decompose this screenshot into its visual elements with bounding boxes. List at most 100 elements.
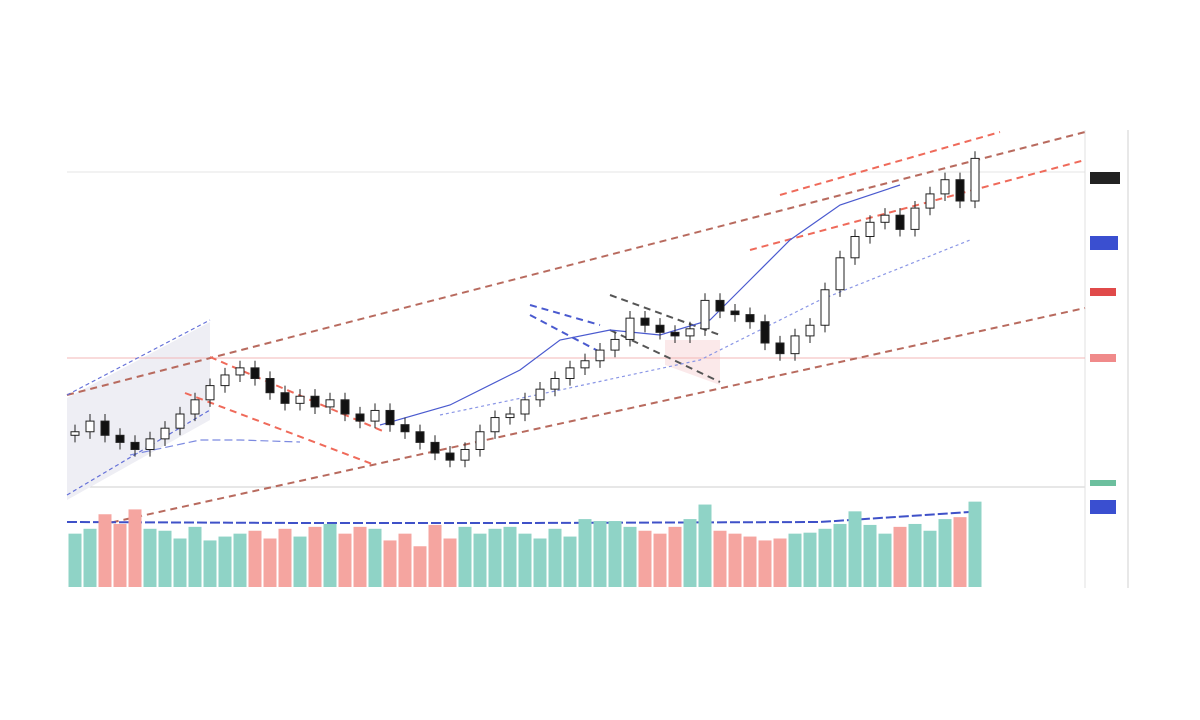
candle-body [385, 409, 395, 426]
volume-bar [383, 540, 397, 587]
moving-average [129, 439, 301, 456]
volume-bar [518, 533, 532, 587]
volume-bar [338, 533, 352, 587]
volume-bar [128, 509, 142, 587]
candle-body [715, 299, 725, 312]
candle-body [880, 214, 890, 223]
candle-body [280, 392, 290, 404]
trend-line [99, 307, 1086, 526]
volume-bar [938, 519, 952, 587]
volume-bar [413, 546, 427, 587]
volume-bar [668, 526, 682, 587]
volume-bar [968, 501, 982, 587]
trend-line [66, 131, 1086, 396]
candle-body [355, 413, 365, 422]
candle-body [955, 179, 965, 202]
volume-bar [503, 526, 517, 587]
volume-bar [638, 530, 652, 587]
volume-bar [788, 533, 802, 587]
volume-bar [608, 521, 622, 587]
candle-body [460, 449, 470, 461]
volume-bar [143, 528, 157, 587]
zone-fill [665, 340, 720, 385]
candle-body [325, 399, 335, 408]
volume-bar [473, 533, 487, 587]
volume-bar [458, 526, 472, 587]
volume-bar [908, 523, 922, 587]
candle-body [580, 360, 590, 369]
volume-bar [578, 519, 592, 587]
candle-body [295, 395, 305, 404]
candle-body [835, 257, 845, 291]
candle-body [670, 331, 680, 337]
volume-bar [623, 526, 637, 587]
candle-body [850, 236, 860, 259]
candle-body [610, 338, 620, 351]
candle-body [730, 310, 740, 316]
volume-bar [773, 538, 787, 587]
candle-body [70, 431, 80, 436]
candle-body [940, 179, 950, 195]
volume-bar [563, 536, 577, 587]
volume-bar [173, 538, 187, 587]
price-badge [1090, 172, 1120, 184]
volume-bar [548, 528, 562, 587]
candle-body [175, 413, 185, 429]
volume-bar [98, 514, 112, 587]
candle-body [190, 399, 200, 415]
volume-bar [293, 536, 307, 587]
volume-bar [428, 524, 442, 587]
volume-bar [863, 524, 877, 587]
volume-bar [953, 517, 967, 587]
price-badge [1090, 354, 1116, 362]
volume-bar [758, 540, 772, 587]
volume-bar [218, 536, 232, 587]
candle-body [925, 193, 935, 209]
candle-body [475, 431, 485, 450]
candle-body [775, 342, 785, 355]
trend-line [749, 159, 1086, 251]
trend-line [184, 392, 376, 466]
volume-bar [263, 538, 277, 587]
candle-body [415, 431, 425, 443]
candle-body [655, 324, 665, 333]
price-badge [1090, 236, 1118, 250]
volume-bar [923, 530, 937, 587]
volume-bar [848, 511, 862, 587]
volume-bar [533, 538, 547, 587]
volume-bar [323, 523, 337, 587]
volume-bar [68, 533, 82, 587]
candle-body [805, 324, 815, 337]
candle-body [685, 328, 695, 337]
volume-bar [893, 526, 907, 587]
volume-bar [818, 528, 832, 587]
volume-bar [278, 528, 292, 587]
candle-body [310, 395, 320, 408]
volume-bar [158, 530, 172, 587]
candle-body [505, 413, 515, 419]
trend-line [609, 329, 721, 383]
candle-body [160, 427, 170, 440]
candle-body [445, 452, 455, 461]
volume-bar [683, 519, 697, 587]
volume-bar [728, 533, 742, 587]
volume-bar [398, 533, 412, 587]
volume-bar [713, 530, 727, 587]
candle-body [820, 289, 830, 326]
candle-body [865, 221, 875, 238]
volume-bar [833, 523, 847, 587]
candle-body [550, 378, 560, 390]
volume-bar [203, 540, 217, 587]
trend-line [529, 314, 601, 353]
volume-bar [698, 504, 712, 587]
volume-bar [83, 528, 97, 587]
candle-body [595, 349, 605, 362]
volume-bar [113, 523, 127, 587]
candle-body [565, 367, 575, 380]
price-badge [1090, 288, 1116, 296]
candle-body [700, 299, 710, 330]
candle-body [520, 399, 530, 415]
candle-body [340, 399, 350, 415]
candle-body [625, 317, 635, 340]
